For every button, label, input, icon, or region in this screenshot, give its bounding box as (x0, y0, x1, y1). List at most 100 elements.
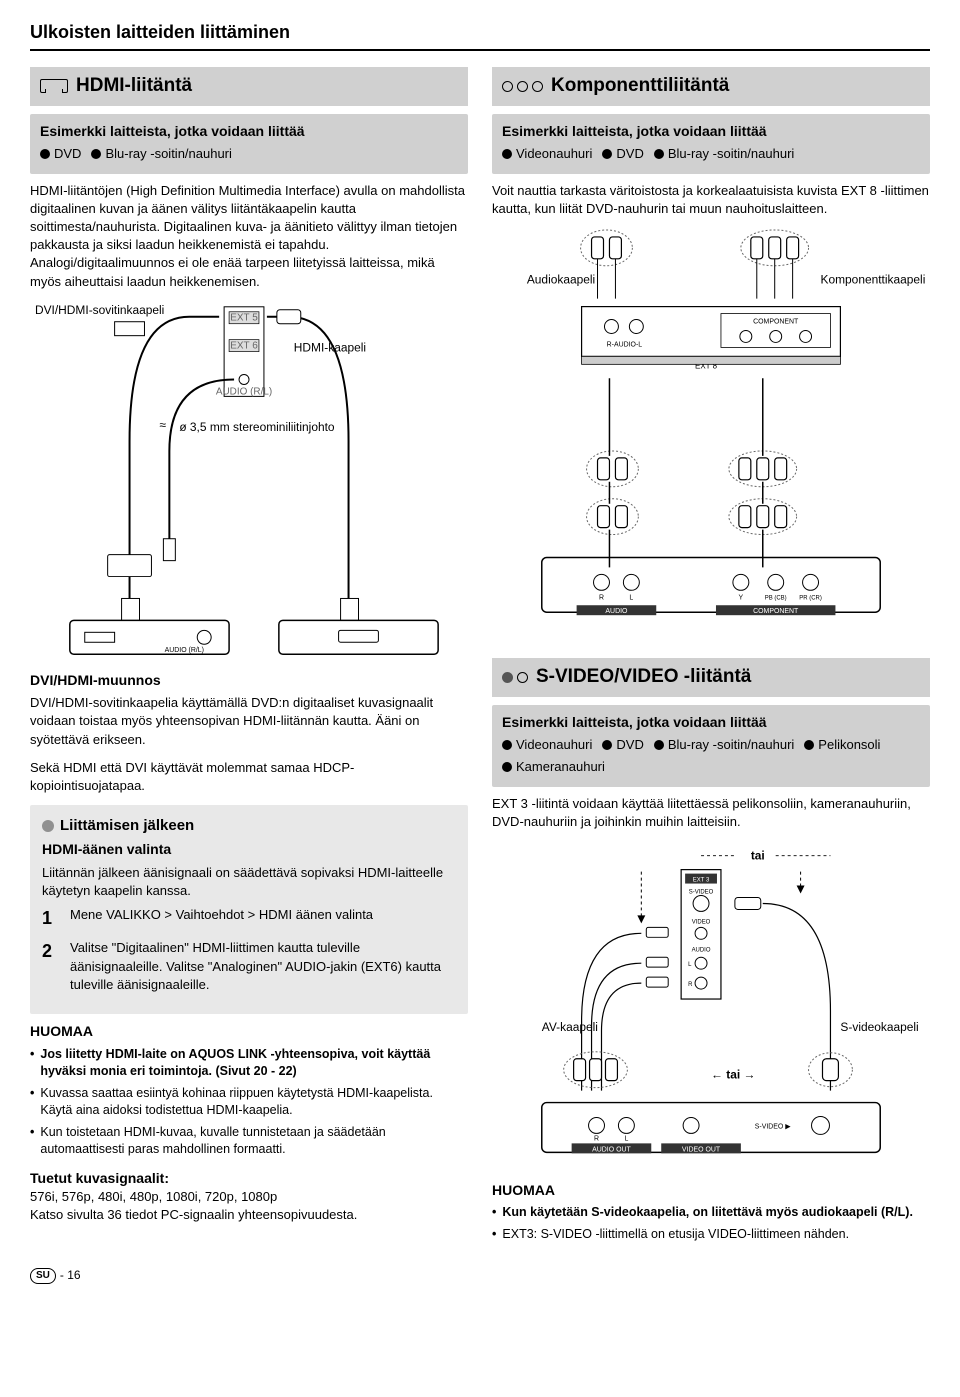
svideo-header: S-VIDEO/VIDEO -liitäntä (492, 658, 930, 697)
list-item: Pelikonsoli (804, 736, 880, 754)
svg-text:DVI/HDMI-sovitinkaapeli: DVI/HDMI-sovitinkaapeli (35, 302, 164, 316)
svg-text:Komponenttikaapeli: Komponenttikaapeli (821, 273, 926, 287)
hdmi-body: HDMI-liitäntöjen (High Definition Multim… (30, 182, 468, 291)
list-item: Kameranauhuri (502, 758, 605, 776)
signals-list: 576i, 576p, 480i, 480p, 1080i, 720p, 108… (30, 1188, 468, 1206)
list-item: Blu-ray -soitin/nauhuri (654, 736, 794, 754)
dvi-body: DVI/HDMI-sovitinkaapelia käyttämällä DVD… (30, 694, 468, 749)
bullet-icon (602, 740, 612, 750)
signals-title: Tuetut kuvasignaalit: (30, 1169, 468, 1189)
svg-text:PR (CR): PR (CR) (799, 595, 822, 601)
svg-text:COMPONENT: COMPONENT (753, 318, 799, 325)
bullet-icon (804, 740, 814, 750)
bullet-icon (502, 740, 512, 750)
note-item: Jos liitetty HDMI-laite on AQUOS LINK -y… (30, 1046, 468, 1081)
page-number: - 16 (60, 1267, 81, 1284)
list-item: DVD (602, 145, 643, 163)
language-badge: SU (30, 1268, 56, 1284)
svg-text:R: R (688, 982, 693, 988)
hdmi-header: HDMI-liitäntä (30, 67, 468, 106)
note-item: Kuvassa saattaa esiintyä kohinaa riippue… (30, 1085, 468, 1120)
svg-text:Audiokaapeli: Audiokaapeli (527, 273, 595, 287)
hdmi-example-title: Esimerkki laitteista, jotka voidaan liit… (40, 122, 458, 142)
note-item: Kun toistetaan HDMI-kuvaa, kuvalle tunni… (30, 1124, 468, 1159)
svg-text:EXT 6: EXT 6 (230, 340, 258, 351)
svg-text:S-VIDEO: S-VIDEO (689, 889, 714, 895)
svg-text:R: R (599, 594, 604, 601)
bullet-icon (91, 149, 101, 159)
svg-text:AUDIO OUT: AUDIO OUT (592, 1146, 631, 1153)
list-item: Blu-ray -soitin/nauhuri (654, 145, 794, 163)
svg-text:≈: ≈ (159, 418, 166, 432)
svideo-notes: Kun käytetään S-videokaapelia, on liitet… (492, 1204, 930, 1243)
after-connect-title: Liittämisen jälkeen (42, 815, 456, 836)
bullet-icon (654, 149, 664, 159)
svideo-example-box: Esimerkki laitteista, jotka voidaan liit… (492, 705, 930, 787)
svideo-header-text: S-VIDEO/VIDEO -liitäntä (536, 664, 751, 691)
hdmi-example-box: Esimerkki laitteista, jotka voidaan liit… (30, 114, 468, 174)
signals-ref: Katso sivulta 36 tiedot PC-signaalin yht… (30, 1206, 468, 1224)
bullet-icon (502, 149, 512, 159)
hdmi-header-text: HDMI-liitäntä (76, 73, 192, 100)
svideo-diagram: tai EXT 3 S-VIDEO VIDEO AUDIO L R (492, 841, 930, 1171)
svg-text:VIDEO: VIDEO (692, 919, 711, 925)
left-column: HDMI-liitäntä Esimerkki laitteista, jotk… (30, 67, 468, 1253)
svg-text:AUDIO: AUDIO (692, 947, 711, 953)
svideo-dots-icon (502, 672, 528, 683)
note-item: EXT3: S-VIDEO -liittimellä on etusija VI… (492, 1226, 930, 1244)
list-item: Videonauhuri (502, 736, 592, 754)
step-item: 2Valitse "Digitaalinen" HDMI-liittimen k… (42, 939, 456, 994)
component-header: Komponenttiliitäntä (492, 67, 930, 106)
bullet-icon (602, 149, 612, 159)
huomaa-label: HUOMAA (30, 1022, 468, 1042)
svg-text:S-VIDEO ▶: S-VIDEO ▶ (755, 1123, 792, 1130)
svg-text:ø 3,5 mm stereominiliitinjohto: ø 3,5 mm stereominiliitinjohto (179, 420, 335, 434)
hdmi-device-list: DVD Blu-ray -soitin/nauhuri (40, 145, 458, 163)
list-item: Blu-ray -soitin/nauhuri (91, 145, 231, 163)
page-title: Ulkoisten laitteiden liittäminen (30, 20, 930, 51)
component-dots-icon (502, 81, 543, 92)
svg-text:tai: tai (751, 849, 765, 863)
hdmi-notes: Jos liitetty HDMI-laite on AQUOS LINK -y… (30, 1046, 468, 1159)
component-example-box: Esimerkki laitteista, jotka voidaan liit… (492, 114, 930, 174)
hdmi-port-icon (40, 79, 68, 93)
svideo-huomaa-label: HUOMAA (492, 1181, 930, 1201)
right-column: Komponenttiliitäntä Esimerkki laitteista… (492, 67, 930, 1253)
svg-text:R-AUDIO-L: R-AUDIO-L (607, 341, 643, 348)
bullet-icon (40, 149, 50, 159)
bullet-icon (502, 762, 512, 772)
svg-text:AUDIO: AUDIO (605, 608, 628, 615)
svg-text:L: L (629, 594, 633, 601)
bullet-icon (654, 740, 664, 750)
dvi-heading: DVI/HDMI-muunnos (30, 671, 468, 691)
component-header-text: Komponenttiliitäntä (551, 73, 729, 100)
svg-text:EXT 5: EXT 5 (230, 312, 258, 323)
svg-text:PB (CB): PB (CB) (765, 595, 787, 601)
svg-text:AUDIO (R/L): AUDIO (R/L) (216, 386, 272, 397)
svg-text:COMPONENT: COMPONENT (753, 608, 799, 615)
svg-text:L: L (624, 1135, 628, 1142)
hdcp-note: Sekä HDMI että DVI käyttävät molemmat sa… (30, 759, 468, 795)
list-item: DVD (40, 145, 81, 163)
component-example-title: Esimerkki laitteista, jotka voidaan liit… (502, 122, 920, 142)
list-item: DVD (602, 736, 643, 754)
after-connect-text: Liitännän jälkeen äänisignaali on säädet… (42, 864, 456, 900)
svg-text:AUDIO (R/L): AUDIO (R/L) (165, 647, 204, 654)
hdmi-diagram: EXT 5 EXT 6 AUDIO (R/L) DVI/HDMI-sovitin… (30, 301, 468, 661)
hdmi-audio-heading: HDMI-äänen valinta (42, 840, 456, 860)
svg-text:EXT 3: EXT 3 (693, 877, 710, 883)
main-columns: HDMI-liitäntä Esimerkki laitteista, jotk… (30, 67, 930, 1253)
gray-bullet-icon (42, 820, 54, 832)
component-device-list: Videonauhuri DVD Blu-ray -soitin/nauhuri (502, 145, 920, 163)
steps-list: 1Mene VALIKKO > Vaihtoehdot > HDMI äänen… (42, 906, 456, 994)
list-item: Videonauhuri (502, 145, 592, 163)
svg-text:S-videokaapeli: S-videokaapeli (840, 1020, 918, 1034)
svg-text:VIDEO OUT: VIDEO OUT (682, 1146, 721, 1153)
page-footer: SU - 16 (30, 1267, 930, 1284)
after-connect-block: Liittämisen jälkeen HDMI-äänen valinta L… (30, 805, 468, 1014)
svideo-body: EXT 3 -liitintä voidaan käyttää liitettä… (492, 795, 930, 831)
svg-text:AV-kaapeli: AV-kaapeli (542, 1020, 598, 1034)
component-diagram: Audiokaapeli Komponenttikaapeli COMPONEN… (492, 228, 930, 648)
svg-text:R: R (594, 1135, 599, 1142)
svg-text:L: L (688, 962, 692, 968)
